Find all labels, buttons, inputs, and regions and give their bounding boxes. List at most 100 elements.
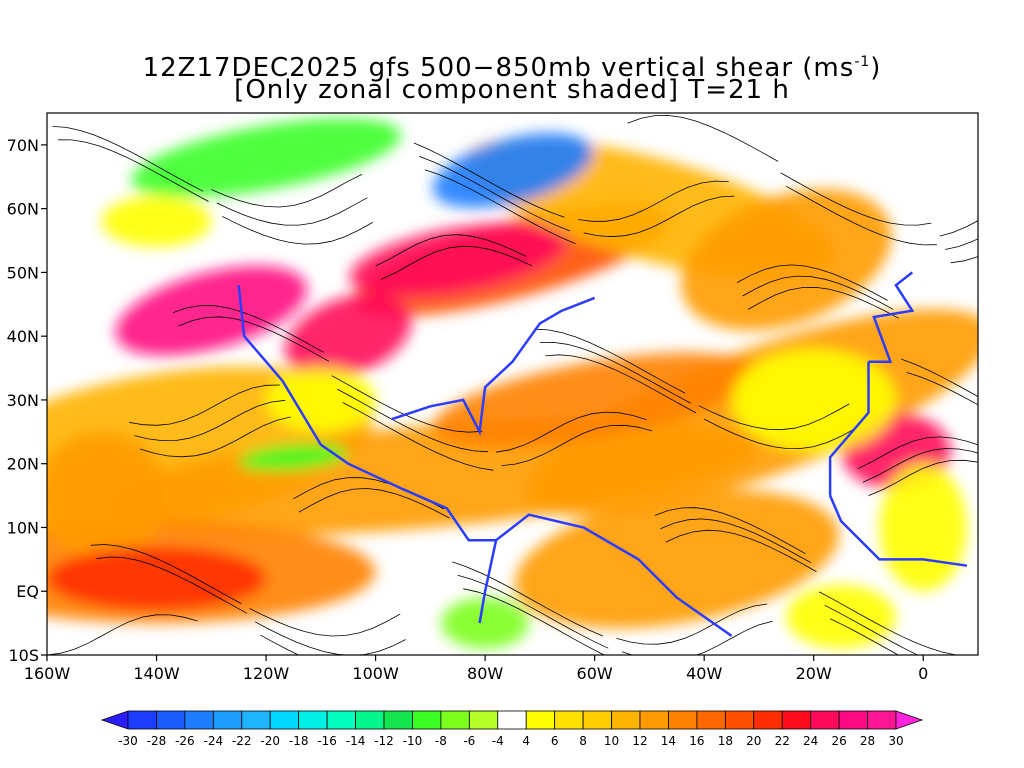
title-text-end: ) (870, 53, 882, 83)
streamline (539, 341, 691, 404)
lat-tick-label: 20N (7, 455, 39, 474)
streamline (501, 424, 653, 466)
lat-tick-label: 50N (7, 263, 39, 282)
streamline (742, 275, 894, 310)
colorbar-swatch (269, 710, 300, 730)
streamline (786, 185, 937, 246)
streamline (862, 448, 978, 483)
streamline (337, 388, 488, 453)
streamline (47, 614, 198, 655)
colorbar-label: -12 (374, 734, 394, 748)
lon-tick-label: 80W (467, 664, 503, 683)
colorbar-label: -4 (492, 734, 504, 748)
lat-tick-label: EQ (16, 582, 39, 601)
colorbar-under-arrow (100, 710, 129, 730)
streamline (665, 529, 817, 572)
streamline (380, 245, 532, 280)
coastline (828, 495, 968, 567)
shear-shading-region (879, 463, 968, 592)
colorbar-swatch (468, 710, 499, 730)
streamline (939, 220, 978, 237)
colorbar-swatch (298, 710, 328, 730)
shear-shading-region (101, 195, 212, 247)
colorbar-swatch (582, 710, 612, 730)
coastline (237, 285, 498, 624)
streamline (249, 608, 401, 637)
colorbar-swatch (668, 710, 698, 730)
colorbar-label: -18 (289, 734, 309, 748)
shear-shading-region (47, 431, 168, 560)
streamline (463, 588, 606, 655)
lon-tick-label: 60W (577, 664, 613, 683)
lon-tick-label: 100W (352, 664, 399, 683)
streamline (654, 507, 806, 555)
streamline (747, 286, 899, 319)
streamline (829, 618, 900, 655)
title-text: 12Z17DEC2025 gfs 500−850mb vertical shea… (142, 53, 855, 83)
map-frame (46, 112, 979, 656)
shear-shading-region (115, 265, 308, 356)
streamline (222, 215, 373, 245)
coastline (391, 296, 596, 436)
coastline (828, 361, 870, 496)
colorbar-label: -28 (147, 734, 167, 748)
streamline (96, 556, 248, 614)
colorbar-swatch (440, 710, 470, 730)
colorbar-label: 12 (632, 734, 647, 748)
colorbar-label: 8 (579, 734, 587, 748)
shear-streamlines (47, 115, 978, 655)
shear-shading-region (266, 368, 376, 432)
colorbar-label: 18 (718, 734, 733, 748)
coastline (868, 271, 915, 363)
streamline (413, 142, 565, 218)
colorbar-swatch (724, 710, 755, 730)
chart-title-line-1: 12Z17DEC2025 gfs 500−850mb vertical shea… (0, 48, 1024, 82)
streamline (178, 316, 330, 362)
longitude-axis: 160W 140W 120W 100W 80W 60W 40W 20W 0 (24, 655, 928, 683)
streamline (424, 169, 576, 245)
colorbar-label: 10 (604, 734, 619, 748)
colorbar-label: -30 (118, 734, 138, 748)
shear-shading-region (514, 490, 839, 629)
coastline (495, 513, 733, 637)
coastlines (237, 271, 968, 637)
colorbar-label: -24 (204, 734, 224, 748)
colorbar-swatch (127, 710, 157, 730)
streamline (583, 195, 735, 238)
streamline (698, 403, 850, 431)
lat-tick-label: 70N (7, 136, 39, 155)
lon-tick-label: 120W (243, 664, 290, 683)
colorbar-label: 6 (551, 734, 559, 748)
colorbar-label: 14 (661, 734, 676, 748)
streamline (660, 518, 812, 564)
colorbar-label: 28 (860, 734, 875, 748)
lon-tick-label: 0 (918, 664, 928, 683)
colorbar-label: -26 (175, 734, 195, 748)
streamline (868, 459, 978, 496)
streamline (906, 372, 978, 406)
colorbar-label: 22 (775, 734, 790, 748)
colorbar-label: -6 (463, 734, 475, 748)
lon-tick-label: 40W (686, 664, 722, 683)
lat-tick-label: 30N (7, 391, 39, 410)
streamline (90, 544, 242, 604)
streamline (496, 411, 647, 453)
colorbar-swatch (611, 710, 641, 730)
streamline (950, 256, 978, 264)
colorbar-label: 26 (831, 734, 846, 748)
lon-tick-label: 20W (796, 664, 832, 683)
colorbar-swatch (838, 710, 868, 730)
streamline (129, 384, 280, 426)
colorbar-label: -16 (317, 734, 337, 748)
streamline (134, 399, 286, 442)
shear-shading-region (349, 222, 566, 297)
lon-tick-label: 140W (133, 664, 180, 683)
colorbar-swatch (867, 710, 897, 730)
streamline (452, 561, 604, 637)
shear-shading-region (731, 348, 896, 451)
shear-shading-region (238, 443, 349, 471)
colorbar-swatch (639, 710, 669, 730)
colorbar-label: -8 (435, 734, 447, 748)
streamline (857, 436, 978, 470)
streamline (780, 172, 932, 226)
